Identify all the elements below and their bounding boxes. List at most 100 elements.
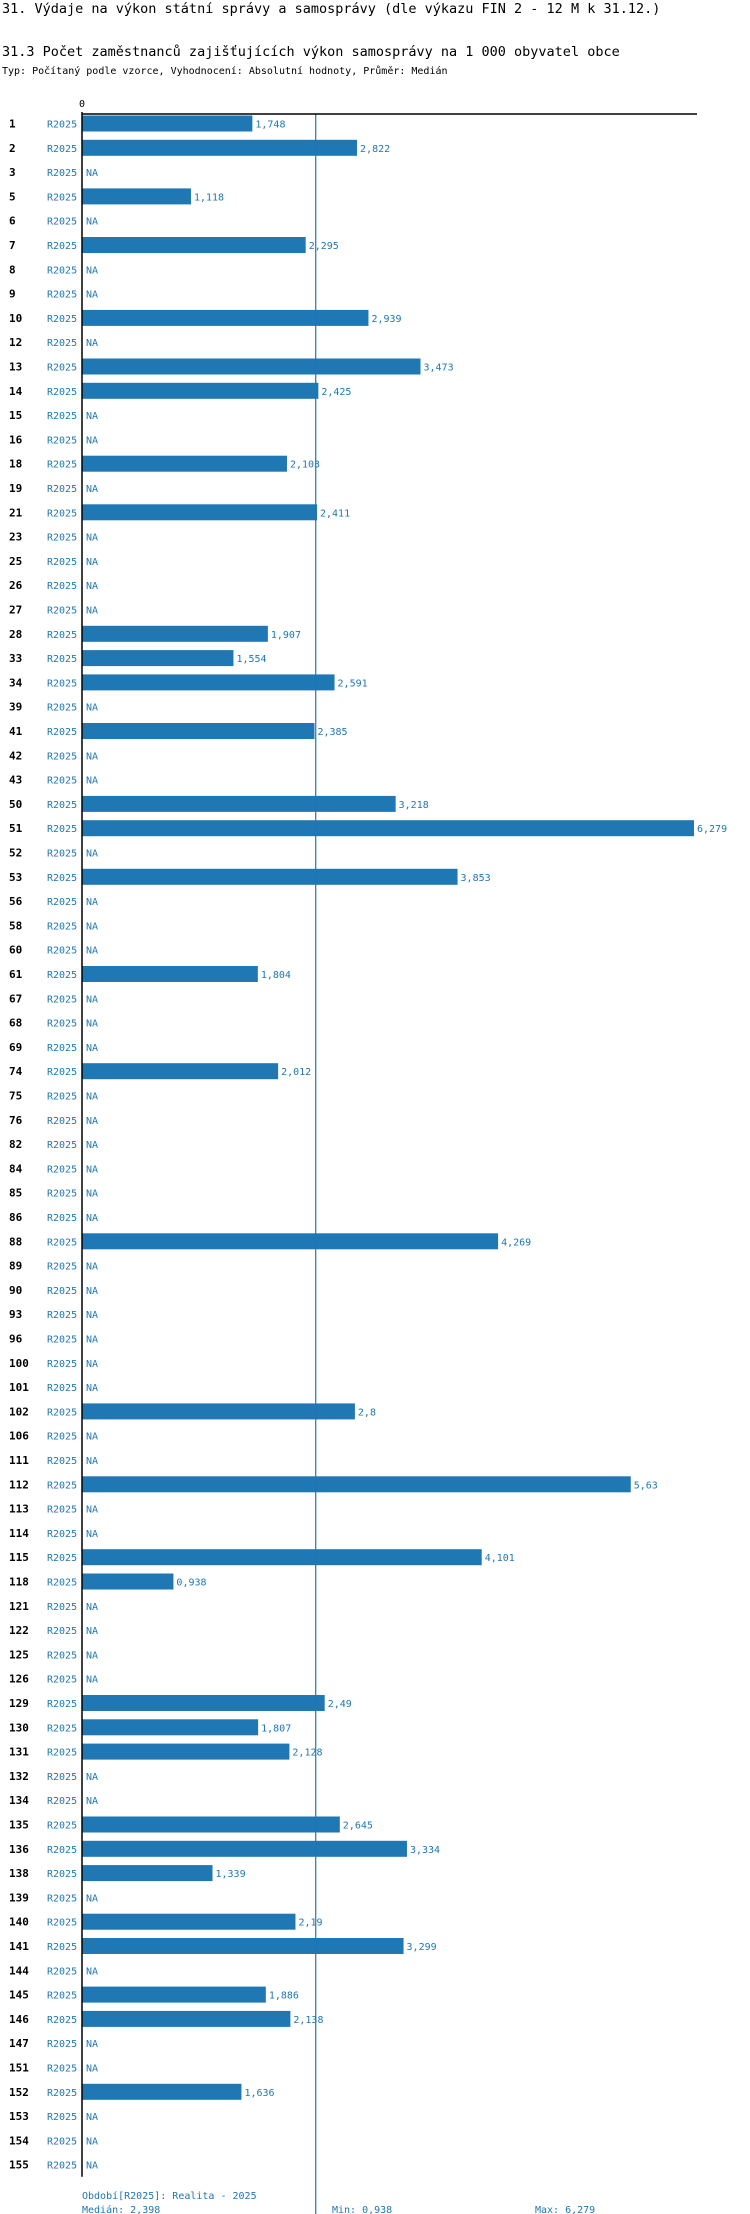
chart-row: 43 R2025 NA	[9, 774, 98, 787]
category-label: 58	[9, 919, 22, 932]
chart-row: 101 R2025 NA	[9, 1381, 98, 1394]
chart-row: 85 R2025 NA	[9, 1187, 98, 1200]
na-label: NA	[86, 1650, 98, 1661]
chart-row: 34 R2025 2,591	[9, 674, 368, 691]
period-label: R2025	[47, 1772, 77, 1783]
chart-row: 7 R2025 2,295	[9, 237, 339, 253]
value-label: 6,279	[697, 824, 727, 835]
category-label: 129	[9, 1697, 29, 1710]
period-label: R2025	[47, 338, 77, 349]
category-label: 51	[9, 822, 23, 835]
chart-row: 84 R2025 NA	[9, 1162, 98, 1175]
na-label: NA	[86, 994, 98, 1005]
bar	[82, 1063, 279, 1080]
period-label: R2025	[47, 1675, 77, 1686]
bar	[82, 1719, 259, 1736]
na-label: NA	[86, 1359, 98, 1370]
chart-row: 126 R2025 NA	[9, 1673, 98, 1686]
category-label: 100	[9, 1357, 29, 1370]
na-label: NA	[86, 1164, 98, 1175]
chart-row: 41 R2025 2,385	[9, 723, 348, 739]
bar	[82, 1865, 213, 1882]
category-label: 155	[9, 2159, 29, 2172]
chart-row: 122 R2025 NA	[9, 1624, 98, 1637]
na-label: NA	[86, 1213, 98, 1224]
bar	[82, 625, 268, 642]
category-label: 41	[9, 725, 23, 738]
value-label: 0,938	[176, 1578, 206, 1589]
chart-row: 140 R2025 2,19	[9, 1913, 323, 1930]
value-label: 3,853	[461, 873, 491, 884]
na-label: NA	[86, 2161, 98, 2172]
na-label: NA	[86, 581, 98, 592]
footer-median: Medián: 2,398	[82, 2204, 160, 2214]
period-label: R2025	[47, 1991, 77, 2002]
bar	[82, 1840, 407, 1857]
period-label: R2025	[47, 1140, 77, 1151]
period-label: R2025	[47, 1529, 77, 1540]
period-label: R2025	[47, 1553, 77, 1564]
period-label: R2025	[47, 2161, 77, 2172]
chart-row: 131 R2025 2,128	[9, 1743, 323, 1760]
period-label: R2025	[47, 2112, 77, 2123]
period-label: R2025	[47, 897, 77, 908]
category-label: 125	[9, 1648, 29, 1661]
period-label: R2025	[47, 1845, 77, 1856]
bar	[82, 382, 319, 399]
category-label: 21	[9, 506, 23, 519]
bar	[82, 2010, 291, 2027]
na-label: NA	[86, 751, 98, 762]
chart-row: 102 R2025 2,8	[9, 1403, 376, 1420]
category-label: 15	[9, 409, 22, 422]
period-label: R2025	[47, 290, 77, 301]
chart-row: 153 R2025 NA	[9, 2110, 98, 2123]
value-label: 2,295	[309, 241, 339, 252]
period-label: R2025	[47, 1213, 77, 1224]
bar	[82, 358, 421, 375]
category-label: 9	[9, 288, 16, 301]
period-label: R2025	[47, 1310, 77, 1321]
category-label: 154	[9, 2134, 29, 2147]
chart-row: 146 R2025 2,138	[9, 2010, 323, 2027]
category-label: 151	[9, 2062, 29, 2075]
na-label: NA	[86, 703, 98, 714]
chart-row: 139 R2025 NA	[9, 1891, 98, 1904]
chart-row: 12 R2025 NA	[9, 336, 98, 349]
chart-row: 39 R2025 NA	[9, 701, 98, 714]
period-label: R2025	[47, 265, 77, 276]
chart-row: 154 R2025 NA	[9, 2134, 98, 2147]
na-label: NA	[86, 1043, 98, 1054]
period-label: R2025	[47, 824, 77, 835]
category-label: 88	[9, 1235, 22, 1248]
category-label: 152	[9, 2086, 29, 2099]
chart-row: 145 R2025 1,886	[9, 1986, 299, 2003]
na-label: NA	[86, 897, 98, 908]
bar	[82, 1913, 296, 1930]
period-label: R2025	[47, 1189, 77, 1200]
chart-row: 21 R2025 2,411	[9, 504, 350, 521]
na-label: NA	[86, 217, 98, 228]
period-label: R2025	[47, 1116, 77, 1127]
na-label: NA	[86, 557, 98, 568]
category-label: 112	[9, 1478, 29, 1491]
na-label: NA	[86, 168, 98, 179]
category-label: 102	[9, 1405, 29, 1418]
period-label: R2025	[47, 994, 77, 1005]
period-label: R2025	[47, 217, 77, 228]
na-label: NA	[86, 606, 98, 617]
category-label: 34	[9, 676, 23, 689]
category-label: 115	[9, 1551, 29, 1564]
chart-row: 136 R2025 3,334	[9, 1840, 440, 1857]
value-label: 2,411	[320, 508, 350, 519]
period-label: R2025	[47, 1359, 77, 1370]
chart-row: 9 R2025 NA	[9, 288, 98, 301]
na-label: NA	[86, 776, 98, 787]
chart-row: 68 R2025 NA	[9, 1017, 98, 1030]
category-label: 76	[9, 1114, 23, 1127]
chart-row: 86 R2025 NA	[9, 1211, 98, 1224]
value-label: 1,339	[216, 1869, 246, 1880]
period-label: R2025	[47, 1966, 77, 1977]
category-label: 136	[9, 1843, 29, 1856]
na-label: NA	[86, 1893, 98, 1904]
